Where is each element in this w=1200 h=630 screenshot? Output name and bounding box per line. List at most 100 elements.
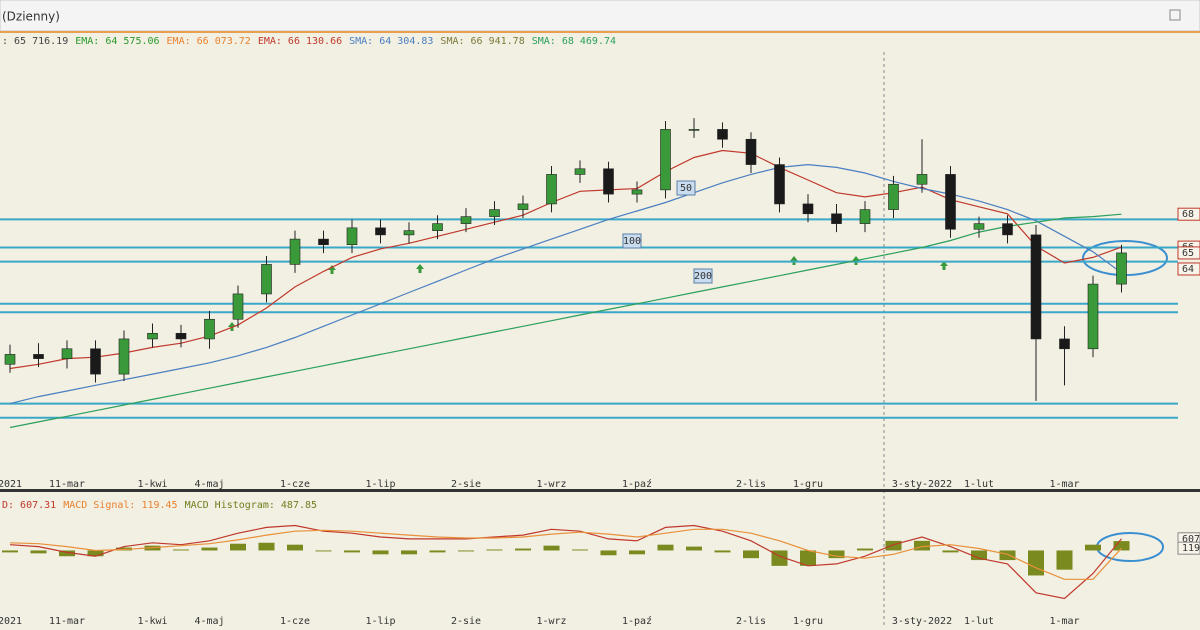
candle-body: [1030, 234, 1042, 340]
title-underline: [0, 31, 1200, 33]
candle-body: [118, 338, 130, 375]
moving-average: [9, 163, 1122, 405]
x-tick-label: 2-sie: [451, 616, 481, 627]
histogram-bar: [971, 550, 987, 561]
candle-body: [603, 168, 614, 195]
legend-entry: EMA: 66 130.66: [258, 36, 342, 47]
x-tick-label: 1-cze: [280, 479, 310, 490]
histogram-bar: [1028, 550, 1044, 576]
x-tick-label: 1-lut: [964, 479, 994, 490]
candle-body: [1116, 252, 1127, 285]
annotation-box: [622, 233, 642, 249]
annotation-box: [676, 180, 696, 196]
histogram-bar: [600, 550, 617, 556]
candle-body: [175, 333, 187, 340]
x-tick-label: 2021: [0, 479, 22, 490]
moving-average: [9, 213, 1122, 429]
histogram-bar: [30, 550, 47, 554]
histogram-bar: [1056, 550, 1073, 570]
y-tick-box: [1177, 207, 1200, 221]
histogram-bar: [458, 550, 474, 552]
histogram-bar: [1085, 544, 1101, 551]
candle-body: [1087, 283, 1099, 350]
candle-body: [859, 209, 871, 224]
histogram-bar: [999, 550, 1016, 561]
x-tick-label: 1-mar: [1049, 616, 1079, 627]
candle-body: [546, 174, 557, 205]
candle-body: [916, 174, 928, 185]
histogram-bar: [800, 550, 816, 566]
legend: : 65 716.19 EMA: 64 575.06 EMA: 66 073.72 E…: [2, 36, 616, 47]
legend-entry: MACD Histogram: 487.85: [185, 500, 317, 511]
candle-body: [1002, 223, 1013, 236]
legend-entry: : 65 716.19: [2, 36, 68, 47]
candle-body: [289, 238, 301, 265]
macd-line: [9, 528, 1122, 580]
histogram-bar: [686, 546, 702, 551]
y-tick-label: 607: [1182, 534, 1200, 545]
histogram-bar: [572, 549, 588, 551]
legend-entry: SMA: 68 469.74: [532, 36, 616, 47]
candle-body: [460, 216, 472, 224]
candle-body: [204, 318, 215, 340]
x-tick-label: 3-sty-2022: [892, 479, 952, 490]
x-tick-label: 11-mar: [49, 616, 85, 627]
histogram-bar: [87, 550, 104, 557]
y-tick-label: 65: [1182, 248, 1194, 259]
x-tick-label: 1-gru: [793, 616, 823, 627]
histogram-bar: [258, 542, 275, 551]
candle-body: [261, 264, 272, 295]
histogram-bar: [629, 550, 645, 555]
histogram-bar: [1113, 541, 1130, 551]
histogram-bar: [173, 549, 189, 551]
histogram-bar: [344, 550, 360, 553]
legend-entry: SMA: 66 941.78: [440, 36, 524, 47]
histogram-bar: [743, 550, 759, 559]
annotation: 200: [694, 271, 712, 282]
legend-entry: EMA: 64 575.06: [75, 36, 159, 47]
histogram-bar: [543, 545, 560, 551]
x-tick-label: 1-kwi: [137, 616, 167, 627]
histogram-bar: [657, 544, 674, 551]
x-tick-label: 1-lut: [964, 616, 994, 627]
candle-body: [432, 223, 443, 231]
legend-entry: MACD Signal: 119.45: [63, 500, 177, 511]
x-tick-label: 1-wrz: [536, 479, 566, 490]
annotation-box: [693, 268, 713, 284]
legend: D: 607.31 MACD Signal: 119.45 MACD Histogr…: [2, 500, 317, 511]
y-tick-label: 68: [1182, 209, 1194, 220]
candle-body: [33, 354, 44, 359]
histogram-bar: [828, 550, 845, 559]
histogram-bar: [914, 540, 930, 551]
x-tick-label: 1-gru: [793, 479, 823, 490]
x-tick-label: 1-kwi: [137, 479, 167, 490]
candle-body: [61, 348, 73, 359]
candle-body: [660, 129, 671, 191]
candle-body: [774, 164, 785, 205]
candle-body: [574, 168, 586, 175]
x-tick-label: 1-mar: [1049, 479, 1079, 490]
legend-entry: D: 607.31: [2, 500, 56, 511]
y-tick-label: 64: [1182, 264, 1194, 275]
y-tick-box: [1177, 541, 1200, 555]
legend-entry: EMA: 66 073.72: [167, 36, 251, 47]
arrow: [328, 265, 336, 274]
x-tick-label: 2-lis: [736, 479, 766, 490]
histogram-bar: [429, 550, 446, 553]
panel-separator: [0, 489, 1200, 492]
x-tick-label: 11-mar: [49, 479, 85, 490]
arrow: [940, 261, 948, 270]
window-button[interactable]: [1169, 9, 1181, 21]
x-tick-label: 1-paź: [622, 478, 652, 490]
moving-average: [9, 149, 1122, 370]
candle-body: [802, 203, 814, 215]
histogram-bar: [287, 544, 303, 551]
candle-body: [1059, 338, 1070, 350]
histogram-bar: [942, 550, 959, 553]
histogram-bar: [885, 540, 902, 551]
candle-body: [745, 138, 757, 165]
candle-body: [90, 348, 101, 375]
candle-body: [375, 227, 386, 236]
